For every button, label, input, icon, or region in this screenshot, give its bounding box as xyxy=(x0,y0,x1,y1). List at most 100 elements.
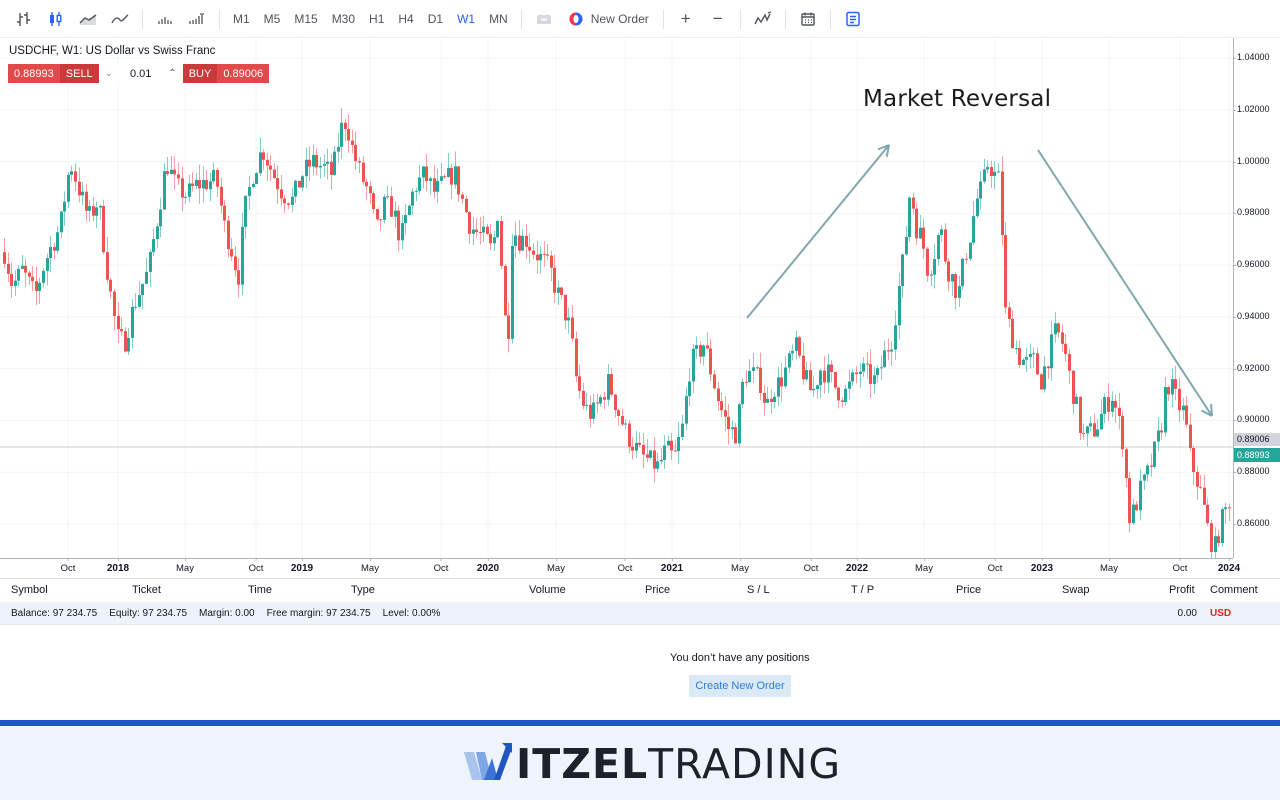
chart-area[interactable]: USDCHF, W1: US Dollar vs Swiss Franc 0.8… xyxy=(0,38,1280,578)
line-icon xyxy=(111,13,129,23)
time-axis-label: 2021 xyxy=(660,558,684,574)
chevron-up-icon[interactable]: ⌃ xyxy=(168,68,177,79)
sell-price[interactable]: 0.88993 xyxy=(8,64,60,83)
toolbar-divider xyxy=(219,8,220,29)
time-axis-label: 2022 xyxy=(845,558,869,574)
market-reversal-annotation: Market Reversal xyxy=(863,86,1052,112)
time-axis-label: 2023 xyxy=(1030,558,1054,574)
column-swap[interactable]: Swap xyxy=(1062,584,1090,596)
time-axis-label: Oct xyxy=(248,558,264,574)
logo-text-light: TRADING xyxy=(648,740,842,788)
column-profit[interactable]: Profit xyxy=(1169,584,1195,596)
minus-icon: − xyxy=(712,8,723,28)
column-time[interactable]: Time xyxy=(248,584,273,596)
column-open-price[interactable]: Price xyxy=(645,584,671,596)
total-profit-value: 0.00 xyxy=(1177,608,1197,619)
area-icon xyxy=(79,13,97,25)
new-order-button[interactable]: New Order xyxy=(560,11,657,27)
toolbar-divider xyxy=(784,8,786,29)
one-click-trading-button[interactable] xyxy=(530,5,558,33)
time-axis-label: Oct xyxy=(60,558,76,574)
timeframe-d1[interactable]: D1 xyxy=(427,11,444,26)
timeframe-m5[interactable]: M5 xyxy=(263,11,281,26)
calendar-icon xyxy=(801,12,815,26)
timeframe-group: M1 M5 M15 M30 H1 H4 D1 W1 MN xyxy=(226,12,515,26)
chart-type-volume-button[interactable] xyxy=(183,5,211,33)
price-axis-label: 0.94000 xyxy=(1233,310,1270,321)
toolbar-divider xyxy=(739,8,741,29)
plus-icon: + xyxy=(680,8,691,28)
new-order-icon xyxy=(569,12,583,25)
price-axis-label: 1.00000 xyxy=(1233,155,1270,166)
one-click-icon xyxy=(536,14,551,24)
indicators-button[interactable] xyxy=(749,5,777,33)
price-axis-label: 1.04000 xyxy=(1233,52,1270,62)
time-axis-label: 2024 xyxy=(1217,558,1241,574)
timeframe-m15[interactable]: M15 xyxy=(294,11,318,26)
timeframe-h1[interactable]: H1 xyxy=(369,11,385,26)
time-axis-label: Oct xyxy=(987,558,1003,574)
account-summary-row: Balance: 97 234.75 Equity: 97 234.75 Mar… xyxy=(0,602,1280,625)
buy-price[interactable]: 0.89006 xyxy=(217,64,270,83)
time-axis-label: Oct xyxy=(433,558,449,574)
chart-type-area-button[interactable] xyxy=(74,5,102,33)
column-volume[interactable]: Volume xyxy=(529,584,566,596)
document-list-icon xyxy=(846,11,860,26)
price-axis-label: 1.02000 xyxy=(1233,103,1270,114)
bars-icon xyxy=(17,11,30,26)
time-axis[interactable]: Oct 2018 May Oct 2019 May Oct 2020 May Oct 2021 May… xyxy=(0,558,1240,578)
toolbar-divider xyxy=(520,8,522,29)
time-axis-label: May xyxy=(915,558,933,574)
sell-button[interactable]: SELL xyxy=(59,64,99,83)
lot-size-stepper[interactable]: ⌄ 0.01 ⌃ xyxy=(98,64,183,83)
toolbar-divider xyxy=(142,8,143,29)
column-symbol[interactable]: Symbol xyxy=(11,584,48,596)
price-axis-label: 0.98000 xyxy=(1233,207,1270,218)
logo-text-bold: ITZEL xyxy=(516,740,649,788)
candlestick-chart[interactable] xyxy=(0,38,1233,558)
margin-value: Margin: 0.00 xyxy=(199,608,255,619)
free-margin-value: Free margin: 97 234.75 xyxy=(266,608,371,619)
empty-positions-message: You don’t have any positions xyxy=(670,652,810,664)
calendar-button[interactable] xyxy=(794,5,822,33)
timeframe-m1[interactable]: M1 xyxy=(233,11,250,26)
price-axis-label: 0.96000 xyxy=(1233,259,1270,270)
chart-type-bars-button[interactable] xyxy=(10,5,38,33)
timeframe-w1[interactable]: W1 xyxy=(457,11,476,26)
positions-table-header: Symbol Ticket Time Type Volume Price S /… xyxy=(0,579,1280,602)
time-axis-label: May xyxy=(176,558,194,574)
zoom-in-button[interactable]: + xyxy=(672,5,700,33)
time-axis-label: 2019 xyxy=(290,558,314,574)
trade-panel-toggle-button[interactable] xyxy=(839,5,867,33)
time-axis-label: May xyxy=(361,558,379,574)
timeframe-mn[interactable]: MN xyxy=(489,11,508,26)
toolbar-divider xyxy=(662,8,664,29)
timeframe-h4[interactable]: H4 xyxy=(398,11,414,26)
chart-symbol-title: USDCHF, W1: US Dollar vs Swiss Franc xyxy=(9,45,216,57)
equity-value: Equity: 97 234.75 xyxy=(109,608,188,619)
lot-size-value[interactable]: 0.01 xyxy=(129,67,152,80)
toolbar: M1 M5 M15 M30 H1 H4 D1 W1 MN New Order +… xyxy=(0,0,1280,38)
chart-type-candles-button[interactable] xyxy=(42,5,70,33)
zoom-out-button[interactable]: − xyxy=(704,5,732,33)
column-current-price[interactable]: Price xyxy=(956,584,982,596)
chevron-down-icon[interactable]: ⌄ xyxy=(104,68,114,79)
bid-price-tag: 0.88993 xyxy=(1234,447,1280,462)
column-take-profit[interactable]: T / P xyxy=(851,584,875,596)
column-comment[interactable]: Comment xyxy=(1210,584,1258,596)
column-type[interactable]: Type xyxy=(351,584,375,596)
column-stop-loss[interactable]: S / L xyxy=(747,584,770,596)
chart-type-line-button[interactable] xyxy=(106,5,134,33)
one-click-trade-panel: 0.88993 SELL ⌄ 0.01 ⌃ BUY 0.89006 xyxy=(8,64,270,83)
create-new-order-button[interactable]: Create New Order xyxy=(689,675,791,697)
price-axis[interactable]: 0.89006 0.88993 1.04000 1.02000 1.00000 0.9… xyxy=(1233,38,1280,558)
chart-type-histogram-button[interactable] xyxy=(151,5,179,33)
ask-price-tag: 0.89006 xyxy=(1234,433,1280,447)
time-axis-label: 2020 xyxy=(476,558,500,574)
timeframe-m30[interactable]: M30 xyxy=(331,11,356,26)
new-order-label: New Order xyxy=(590,11,649,26)
column-ticket[interactable]: Ticket xyxy=(132,584,161,596)
buy-button[interactable]: BUY xyxy=(182,64,218,83)
witzel-trading-logo: ITZEL TRADING xyxy=(462,740,841,788)
price-axis-label: 0.90000 xyxy=(1233,414,1270,425)
